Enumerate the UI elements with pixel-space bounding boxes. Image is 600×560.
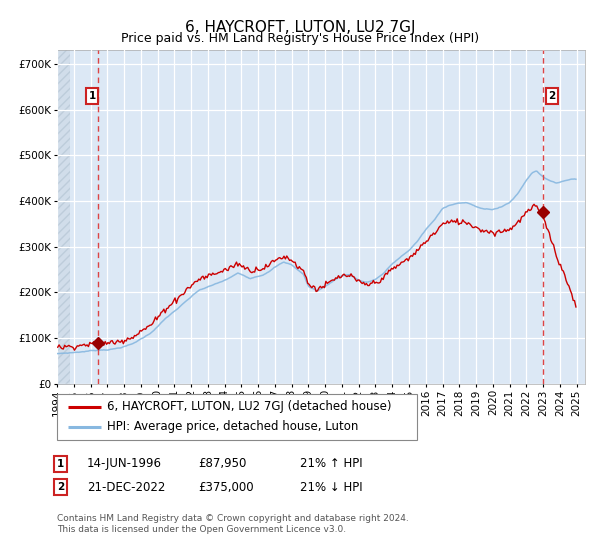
Bar: [57, 50, 70, 384]
Text: 2: 2: [57, 482, 64, 492]
Text: 1: 1: [89, 91, 96, 101]
Text: This data is licensed under the Open Government Licence v3.0.: This data is licensed under the Open Gov…: [57, 525, 346, 534]
Text: Contains HM Land Registry data © Crown copyright and database right 2024.: Contains HM Land Registry data © Crown c…: [57, 514, 409, 522]
Text: HPI: Average price, detached house, Luton: HPI: Average price, detached house, Luto…: [107, 420, 358, 433]
Text: 14-JUN-1996: 14-JUN-1996: [87, 457, 162, 470]
Text: 21-DEC-2022: 21-DEC-2022: [87, 480, 166, 494]
Text: 6, HAYCROFT, LUTON, LU2 7GJ: 6, HAYCROFT, LUTON, LU2 7GJ: [185, 20, 415, 35]
Text: 21% ↓ HPI: 21% ↓ HPI: [300, 480, 362, 494]
Text: £87,950: £87,950: [198, 457, 247, 470]
Text: Price paid vs. HM Land Registry's House Price Index (HPI): Price paid vs. HM Land Registry's House …: [121, 32, 479, 45]
Text: 6, HAYCROFT, LUTON, LU2 7GJ (detached house): 6, HAYCROFT, LUTON, LU2 7GJ (detached ho…: [107, 400, 391, 413]
Text: 1: 1: [57, 459, 64, 469]
Text: 2: 2: [548, 91, 556, 101]
Text: 21% ↑ HPI: 21% ↑ HPI: [300, 457, 362, 470]
Text: £375,000: £375,000: [198, 480, 254, 494]
